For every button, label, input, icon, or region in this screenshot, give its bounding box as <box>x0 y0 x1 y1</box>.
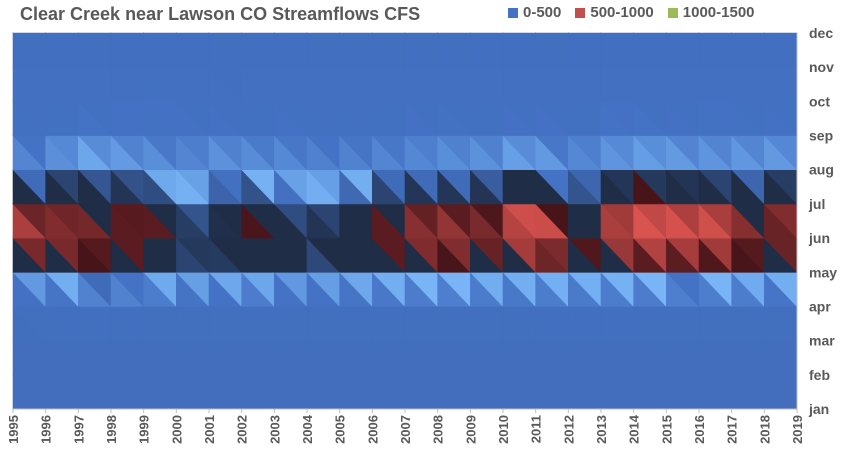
x-tick-label-2004: 2004 <box>300 414 315 444</box>
x-tick-label-2017: 2017 <box>725 415 740 444</box>
x-tick-label-2005: 2005 <box>333 415 348 444</box>
chart-title: Clear Creek near Lawson CO Streamflows C… <box>20 4 421 24</box>
legend-label-0-500: 0-500 <box>523 4 562 21</box>
legend-label-500-1000: 500-1000 <box>590 4 654 21</box>
legend-label-1000-1500: 1000-1500 <box>682 4 755 21</box>
legend-entry-1000-1500: 1000-1500 <box>667 4 755 21</box>
x-tick-label-2012: 2012 <box>561 415 576 444</box>
x-tick-label-1999: 1999 <box>137 415 152 444</box>
x-tick-label-1998: 1998 <box>104 415 119 444</box>
x-tick-label-2008: 2008 <box>431 415 446 444</box>
x-tick-label-2018: 2018 <box>757 415 772 444</box>
legend-swatch-1000-1500 <box>667 7 678 18</box>
legend-entry-500-1000: 500-1000 <box>575 4 654 21</box>
x-tick-label-1997: 1997 <box>71 415 86 444</box>
y-tick-label-feb: feb <box>809 367 830 383</box>
x-tick-label-2001: 2001 <box>202 415 217 444</box>
legend-entry-0-500: 0-500 <box>508 4 561 21</box>
x-tick-label-2015: 2015 <box>659 415 674 444</box>
x-tick-label-2006: 2006 <box>365 415 380 444</box>
x-tick-label-2007: 2007 <box>398 415 413 444</box>
y-tick-label-jul: jul <box>808 196 825 212</box>
y-tick-label-nov: nov <box>809 59 834 75</box>
y-tick-label-oct: oct <box>809 93 830 109</box>
y-tick-label-may: may <box>809 264 837 280</box>
y-tick-label-jan: jan <box>808 401 829 417</box>
y-tick-label-apr: apr <box>809 298 831 314</box>
legend-swatch-500-1000 <box>575 7 586 18</box>
x-tick-label-2000: 2000 <box>169 415 184 444</box>
y-tick-label-jun: jun <box>808 230 830 246</box>
legend-swatch-0-500 <box>508 7 518 18</box>
heatmap-cells <box>12 32 798 410</box>
x-tick-label-2013: 2013 <box>594 415 609 444</box>
legend: 0-500 500-1000 1000-1500 <box>508 4 755 21</box>
y-tick-label-aug: aug <box>809 162 834 178</box>
y-tick-label-dec: dec <box>809 25 833 41</box>
x-tick-label-2014: 2014 <box>627 414 642 444</box>
y-tick-label-mar: mar <box>809 333 835 349</box>
x-tick-label-2002: 2002 <box>235 415 250 444</box>
x-tick-label-2011: 2011 <box>529 415 544 443</box>
y-tick-label-sep: sep <box>809 128 833 144</box>
x-tick-label-2010: 2010 <box>496 415 511 444</box>
x-tick-label-2016: 2016 <box>692 415 707 444</box>
x-tick-label-1996: 1996 <box>39 415 54 444</box>
x-tick-label-2009: 2009 <box>463 415 478 444</box>
x-tick-label-2003: 2003 <box>267 415 282 444</box>
x-tick-label-2019: 2019 <box>790 415 805 444</box>
x-tick-label-1995: 1995 <box>6 415 21 444</box>
